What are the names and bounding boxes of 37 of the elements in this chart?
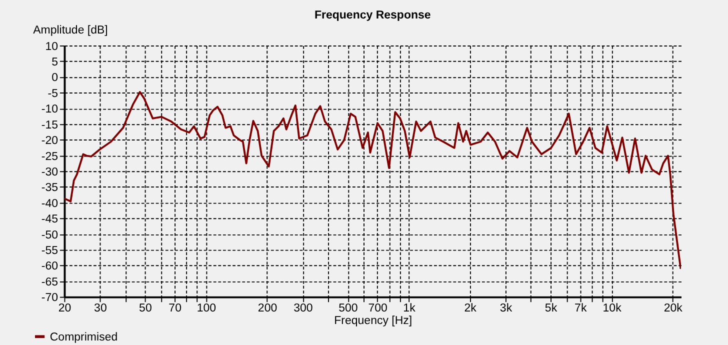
y-tick-label: -5	[48, 88, 58, 100]
x-tick-label: 100	[196, 302, 216, 315]
x-tick-label: 200	[258, 302, 278, 315]
y-tick-label: -65	[41, 276, 58, 288]
x-tick-label: 700	[368, 302, 388, 315]
y-axis-title: Amplitude [dB]	[33, 24, 108, 37]
y-tick-label: 0	[52, 72, 58, 84]
x-tick-label: 30	[94, 302, 107, 315]
y-tick-label: -30	[41, 166, 58, 178]
chart-title: Frequency Response	[314, 10, 431, 22]
x-axis-title: Frequency [Hz]	[334, 315, 412, 328]
y-tick-label: -40	[41, 198, 58, 210]
x-tick-label: 3k	[500, 302, 512, 315]
x-tick-label: 20k	[664, 302, 683, 315]
y-tick-label: -60	[41, 260, 58, 273]
y-tick-label: -45	[41, 214, 58, 226]
y-tick-label: -15	[41, 119, 58, 132]
x-tick-label: 500	[338, 302, 358, 315]
x-tick-label: 5k	[544, 302, 558, 315]
x-tick-label: 7k	[574, 302, 587, 315]
y-tick-label: -10	[41, 104, 58, 116]
y-tick-label: -70	[41, 292, 58, 304]
y-tick-label: -55	[41, 245, 58, 258]
legend-label: Comprimised	[50, 331, 118, 344]
x-tick-label: 300	[294, 302, 313, 315]
x-tick-label: 50	[139, 302, 152, 315]
y-tick-label: -25	[41, 150, 58, 163]
y-tick-label: -20	[41, 135, 58, 148]
x-tick-label: 1k	[403, 302, 416, 315]
x-tick-label: 10k	[602, 302, 622, 315]
y-tick-label: 10	[45, 40, 58, 53]
x-tick-label: 2k	[464, 302, 477, 315]
y-tick-label: -50	[41, 229, 58, 242]
y-tick-label: 5	[52, 56, 58, 69]
x-tick-label: 20	[58, 302, 72, 315]
y-tick-label: -35	[41, 182, 58, 194]
x-tick-label: 70	[168, 302, 182, 315]
